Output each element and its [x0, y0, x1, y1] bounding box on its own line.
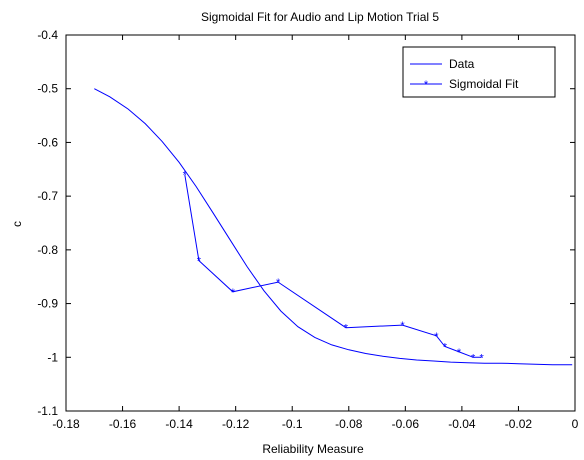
x-tick-label: -0.02	[505, 417, 533, 431]
x-tick-label: 0	[572, 417, 579, 431]
data-point-marker: *	[471, 352, 476, 364]
data-point-marker: *	[231, 287, 236, 299]
series-line-data	[94, 88, 573, 366]
x-tick-label: -0.04	[448, 417, 476, 431]
plot-area	[65, 34, 576, 412]
data-point-marker: *	[457, 347, 462, 359]
x-tick-label: -0.08	[335, 417, 363, 431]
x-axis-label: Reliability Measure	[262, 442, 364, 456]
data-point-marker: *	[434, 331, 439, 343]
y-tick-label: -1.1	[37, 404, 58, 418]
x-tick-label: -0.16	[109, 417, 137, 431]
data-point-marker: *	[400, 320, 405, 332]
series-line-sigmoidal-fit	[184, 174, 482, 358]
x-tick-label: -0.12	[222, 417, 250, 431]
y-tick-label: -0.6	[37, 135, 58, 149]
x-tick-label: -0.06	[392, 417, 420, 431]
y-axis: -0.4 -0.5 -0.6 -0.7 -0.8 -0.9 -1 -1.1	[37, 28, 575, 418]
chart-title: Sigmoidal Fit for Audio and Lip Motion T…	[201, 10, 439, 24]
legend-marker-sigmoidal-fit: *	[424, 79, 429, 91]
data-point-marker: *	[480, 352, 485, 364]
legend-label-sigmoidal-fit: Sigmoidal Fit	[449, 77, 519, 91]
x-tick-label: -0.14	[165, 417, 193, 431]
data-point-marker: *	[197, 256, 202, 268]
y-tick-label: -0.4	[37, 28, 58, 42]
legend-label-data: Data	[449, 57, 475, 71]
y-tick-label: -0.8	[37, 243, 58, 257]
x-axis: -0.18 -0.16 -0.14 -0.12 -0.1 -0.08 -0.06 -0.04 -…	[52, 35, 579, 431]
y-tick-label: -0.9	[37, 297, 58, 311]
y-tick-label: -1	[47, 350, 58, 364]
x-tick-label: -0.18	[52, 417, 80, 431]
y-tick-label: -0.5	[37, 82, 58, 96]
series-layer: * * * * * * * * * * *	[94, 88, 573, 366]
data-point-marker: *	[443, 342, 448, 354]
x-tick-label: -0.1	[282, 417, 303, 431]
legend-box	[402, 46, 556, 98]
legend: Data * Sigmoidal Fit	[402, 46, 556, 98]
y-tick-label: -0.7	[37, 189, 58, 203]
data-point-marker: *	[276, 277, 281, 289]
data-point-marker: *	[344, 323, 349, 335]
data-point-marker: *	[183, 170, 188, 182]
y-axis-label: c	[10, 221, 24, 227]
